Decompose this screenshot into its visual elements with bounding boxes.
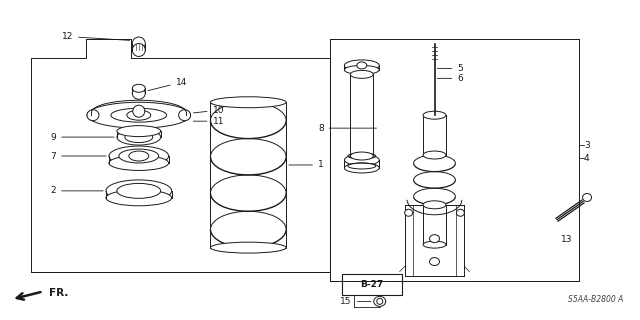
Text: 9: 9 — [51, 132, 114, 141]
Ellipse shape — [106, 180, 172, 202]
Ellipse shape — [132, 84, 145, 92]
Bar — [342, 274, 402, 295]
Text: 4: 4 — [584, 154, 589, 163]
Ellipse shape — [350, 70, 373, 78]
Ellipse shape — [125, 132, 153, 143]
Text: 8: 8 — [318, 124, 376, 132]
Text: 3: 3 — [584, 140, 589, 149]
Ellipse shape — [109, 156, 169, 171]
Ellipse shape — [374, 296, 386, 306]
Ellipse shape — [423, 151, 446, 159]
Ellipse shape — [344, 155, 380, 165]
Ellipse shape — [357, 62, 367, 69]
Ellipse shape — [117, 129, 161, 145]
Text: 5: 5 — [437, 64, 463, 73]
Ellipse shape — [423, 241, 446, 248]
Ellipse shape — [132, 37, 145, 50]
Text: 2: 2 — [51, 186, 103, 196]
Text: 7: 7 — [51, 151, 106, 161]
Ellipse shape — [456, 209, 465, 216]
Ellipse shape — [132, 44, 145, 56]
Ellipse shape — [106, 190, 172, 206]
Ellipse shape — [423, 201, 446, 209]
Text: S5AA-B2800 A: S5AA-B2800 A — [568, 295, 623, 304]
Ellipse shape — [127, 110, 151, 120]
Ellipse shape — [87, 102, 191, 128]
Text: FR.: FR. — [49, 288, 68, 299]
Ellipse shape — [429, 235, 440, 243]
Text: 13: 13 — [561, 235, 572, 244]
Text: 6: 6 — [437, 74, 463, 83]
Ellipse shape — [344, 60, 380, 71]
Ellipse shape — [132, 87, 145, 99]
Text: 14: 14 — [148, 78, 187, 91]
Ellipse shape — [344, 163, 380, 173]
Ellipse shape — [211, 242, 286, 253]
Ellipse shape — [129, 151, 148, 161]
Text: 15: 15 — [340, 297, 371, 306]
Text: 10: 10 — [193, 106, 224, 115]
Ellipse shape — [111, 108, 166, 122]
Ellipse shape — [179, 110, 191, 121]
Ellipse shape — [350, 152, 373, 160]
Text: B-27: B-27 — [360, 280, 383, 289]
Ellipse shape — [87, 110, 99, 121]
Ellipse shape — [133, 105, 145, 117]
Ellipse shape — [211, 97, 286, 108]
Ellipse shape — [344, 65, 380, 74]
Ellipse shape — [404, 209, 413, 216]
Ellipse shape — [377, 298, 383, 304]
Text: 11: 11 — [193, 117, 224, 126]
Text: 12: 12 — [61, 32, 129, 41]
Ellipse shape — [119, 149, 159, 163]
Ellipse shape — [423, 111, 446, 119]
Ellipse shape — [117, 183, 161, 198]
Ellipse shape — [109, 146, 169, 166]
Ellipse shape — [429, 258, 440, 266]
Ellipse shape — [117, 126, 161, 137]
Text: 1: 1 — [289, 160, 324, 170]
